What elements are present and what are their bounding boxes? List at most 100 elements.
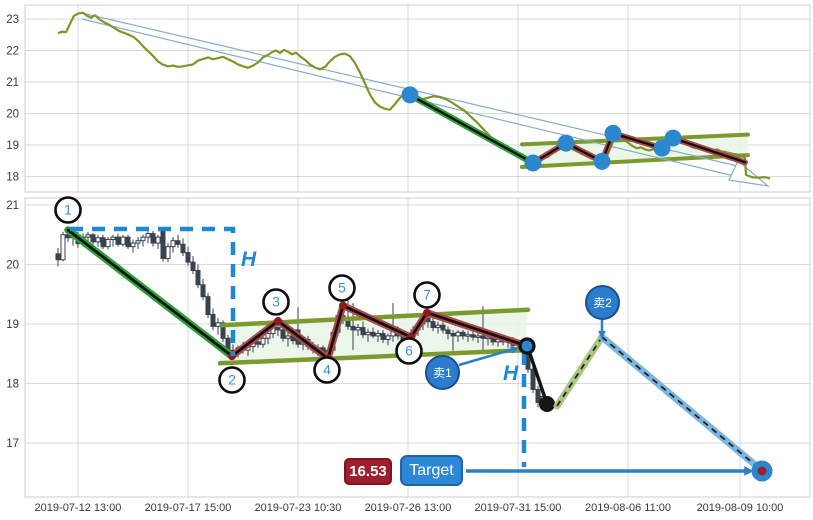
zigzag-vertex-dot[interactable] — [423, 308, 431, 317]
turn-circle-7[interactable] — [413, 281, 441, 309]
x-axis-date-label: 2019-08-06 11:00 — [585, 502, 671, 514]
target-price-badge: 16.53 — [344, 458, 392, 485]
overview-pivot-dot[interactable] — [604, 124, 622, 142]
projection-dot[interactable] — [539, 396, 555, 412]
main-ytick: 21 — [6, 200, 19, 212]
candle-body — [155, 236, 161, 244]
x-axis-date-label: 2019-08-09 10:00 — [697, 502, 784, 514]
candle-body — [200, 284, 206, 298]
h-measure-label-1: H — [241, 248, 257, 271]
turn-circle-2[interactable] — [218, 366, 246, 394]
overview-pivot-dot[interactable] — [593, 152, 611, 170]
main-channel-line[interactable] — [217, 347, 528, 366]
candle-body — [535, 388, 541, 404]
turn-circle-3[interactable] — [262, 288, 290, 316]
target-arrow-head — [744, 466, 754, 476]
sell-1-arrow-head — [509, 346, 519, 354]
candle-body — [210, 313, 216, 327]
candle-body — [385, 335, 391, 340]
candle-body — [160, 230, 166, 260]
candle-body — [135, 240, 141, 244]
candle-body — [350, 325, 356, 331]
turn-circle-5[interactable] — [328, 274, 356, 302]
overview-pivot-dot[interactable] — [664, 129, 682, 147]
main-ytick: 18 — [6, 379, 19, 391]
candle-body — [175, 240, 181, 245]
main-ytick: 19 — [6, 319, 19, 331]
overview-pivot-dot[interactable] — [401, 86, 419, 104]
overview-ytick: 18 — [6, 172, 19, 184]
candle-body — [465, 334, 471, 337]
candle-body — [380, 333, 386, 340]
candle-body — [440, 324, 446, 331]
turn-number-4: 4 — [323, 362, 331, 378]
turn-circle-6[interactable] — [395, 337, 423, 365]
overview-channel-line — [520, 153, 750, 169]
candle-body — [430, 321, 436, 329]
overview-ytick: 23 — [6, 14, 19, 26]
h-measure-label-2: H — [503, 362, 519, 385]
candle-body — [285, 335, 291, 339]
candle-body — [115, 236, 121, 245]
turn-circle-1[interactable] — [54, 196, 82, 224]
zigzag-vertex-dot[interactable] — [339, 301, 347, 310]
candle-body — [275, 327, 281, 331]
turn-number-3: 3 — [272, 294, 280, 310]
overview-trend-core — [408, 93, 535, 165]
candle-body — [95, 237, 101, 243]
candle-body — [475, 335, 481, 338]
candle-body — [130, 242, 136, 248]
overview-ytick: 21 — [6, 77, 19, 89]
candle-body — [170, 240, 176, 248]
candle-body — [120, 236, 126, 245]
candle-body — [265, 333, 271, 339]
turn-number-6: 6 — [405, 343, 413, 359]
target-badge[interactable]: Target — [400, 455, 463, 486]
candle-body — [110, 236, 116, 241]
candle-body — [55, 253, 61, 261]
measure-line-1[interactable] — [70, 226, 236, 356]
candle-body — [90, 234, 96, 243]
target-point-inner — [757, 466, 767, 476]
candle-body — [150, 233, 156, 244]
candle-body — [205, 296, 211, 315]
turn-number-2: 2 — [228, 372, 236, 388]
candle-body — [370, 331, 376, 337]
candle-body — [100, 237, 106, 248]
sell-2-marker[interactable]: 卖2 — [585, 285, 620, 320]
descending-arrow-head — [728, 160, 771, 187]
turn-circle-4[interactable] — [313, 356, 341, 384]
candle-body — [180, 243, 186, 254]
main-ytick: 17 — [6, 438, 19, 450]
candle-body — [215, 322, 221, 327]
candle-body — [445, 329, 451, 335]
turn-number-7: 7 — [423, 287, 431, 303]
overview-ytick: 22 — [6, 46, 19, 58]
overview-pivot-dot[interactable] — [524, 154, 542, 172]
candle-body — [190, 261, 196, 271]
candle-body — [145, 233, 151, 238]
zigzag-vertex-dot[interactable] — [274, 317, 282, 326]
turn-number-5: 5 — [338, 280, 346, 296]
candle-body — [460, 331, 466, 337]
candle-body — [125, 236, 131, 248]
x-axis-date-label: 2019-07-17 15:00 — [145, 502, 232, 514]
candle-body — [260, 337, 266, 345]
turn-number-1: 1 — [64, 202, 72, 218]
candle-body — [255, 341, 261, 345]
overview-pivot-dot[interactable] — [557, 134, 575, 152]
candle-body — [280, 329, 286, 339]
band-core — [601, 336, 761, 470]
sell-1-marker[interactable]: 卖1 — [425, 355, 460, 390]
sell-2-arrow-head — [598, 330, 606, 339]
band-core — [556, 336, 603, 407]
candle-body — [470, 334, 476, 338]
x-axis-date-label: 2019-07-26 13:00 — [365, 502, 452, 514]
overview-pivot-dot[interactable] — [653, 139, 671, 157]
projection-line — [526, 347, 548, 402]
x-axis-date-label: 2019-07-12 13:00 — [35, 502, 122, 514]
candle-body — [165, 246, 171, 260]
candle-body — [60, 234, 66, 261]
candle-body — [195, 269, 201, 286]
